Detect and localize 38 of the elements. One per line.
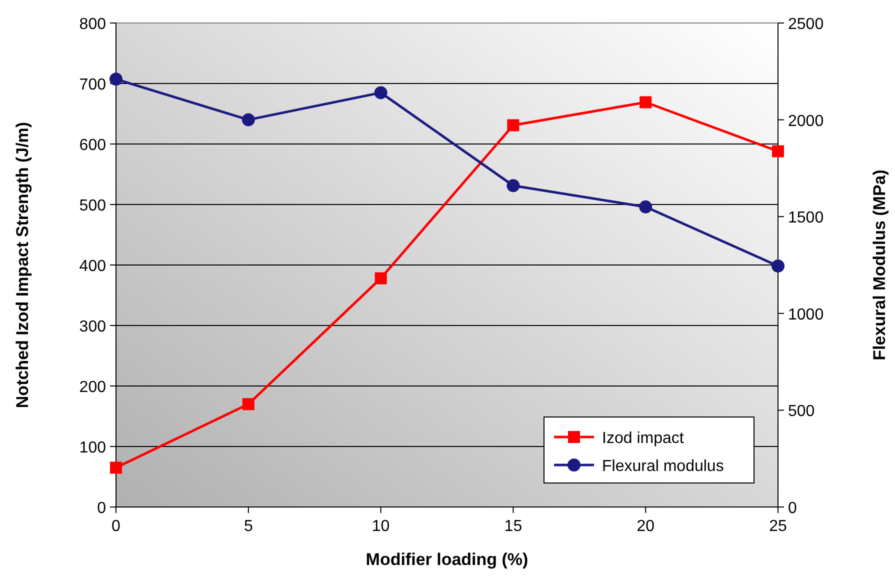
y-tick-label: 0: [97, 500, 106, 517]
point: [242, 398, 254, 410]
y-tick-label: 300: [79, 318, 106, 336]
point: [374, 272, 387, 284]
point: [507, 119, 520, 132]
point: [772, 145, 784, 158]
x-tick-label: 5: [244, 518, 253, 535]
point: [242, 113, 255, 126]
y2-tick-label: 0: [788, 500, 797, 517]
point: [639, 200, 652, 214]
point: [110, 72, 122, 86]
y-axis-title: Notched Izod Impact Strength (J/m): [13, 122, 32, 408]
y-tick-label: 600: [79, 137, 106, 154]
y2-tick-label: 1000: [788, 306, 824, 324]
y-tick-label: 400: [79, 258, 106, 275]
x-tick-label: 15: [504, 518, 522, 535]
y2-tick-label: 2500: [788, 16, 824, 33]
point: [772, 259, 784, 272]
y-tick-label: 100: [79, 440, 106, 456]
y2-tick-label: 1500: [788, 210, 824, 227]
point: [506, 179, 520, 192]
y-tick-label: 700: [79, 76, 106, 94]
legend-label: Izod impact: [602, 430, 684, 447]
y-tick-label: 200: [79, 379, 106, 396]
x-tick-label: 20: [636, 518, 655, 535]
y2-tick-label: 2000: [788, 112, 824, 130]
x-tick-label: 10: [372, 518, 390, 535]
legend-label: Flexural modulus: [602, 458, 724, 475]
x-axis-title: Modifier loading (%): [366, 550, 528, 569]
y-tick-label: 800: [79, 16, 106, 33]
point: [640, 96, 652, 108]
y-tick-label: 500: [79, 198, 106, 214]
point: [110, 462, 122, 474]
point: [374, 86, 388, 100]
x-tick-label: 0: [112, 518, 121, 535]
x-tick-label: 25: [769, 518, 787, 535]
y2-tick-label: 500: [788, 403, 815, 420]
y2-axis-title: Flexural Modulus (MPa): [870, 170, 889, 360]
